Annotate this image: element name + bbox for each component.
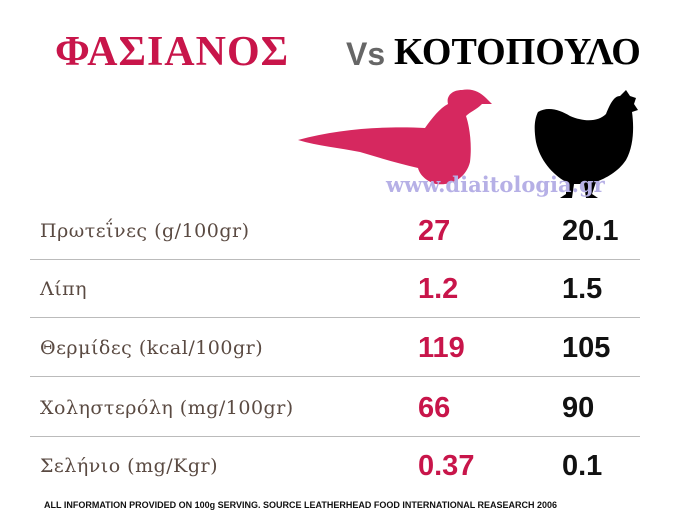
row-separator <box>30 259 640 260</box>
row-label: Θερμίδες (kcal/100gr) <box>40 337 264 359</box>
pheasant-icon <box>298 89 492 185</box>
pheasant-value: 0.37 <box>418 450 475 482</box>
chicken-value: 105 <box>562 332 611 364</box>
pheasant-value: 27 <box>418 215 451 247</box>
versus: Vs <box>346 36 386 72</box>
footer-note: ALL INFORMATION PROVIDED ON 100g SERVING… <box>44 500 558 510</box>
title-pheasant: ΦΑΣΙΑΝΟΣ <box>55 29 290 75</box>
row-label: Χοληστερόλη (mg/100gr) <box>40 397 294 419</box>
chicken-icon <box>534 90 638 198</box>
row-label: Σελήνιο (mg/Kgr) <box>40 455 219 477</box>
chicken-value: 20.1 <box>562 215 619 247</box>
chicken-value: 90 <box>562 392 595 424</box>
row-separator <box>30 436 640 437</box>
title-chicken: ΚΟΤΟΠΟΥΛΟ <box>394 31 641 73</box>
bird-icons <box>298 89 638 198</box>
watermark: www.diaitologia.gr <box>386 172 605 197</box>
chicken-value: 0.1 <box>562 450 603 482</box>
pheasant-value: 119 <box>418 332 465 364</box>
row-separator <box>30 376 640 377</box>
row-separator <box>30 317 640 318</box>
row-label: Λίπη <box>40 278 88 300</box>
pheasant-value: 1.2 <box>418 273 459 305</box>
chicken-value: 1.5 <box>562 273 603 305</box>
pheasant-value: 66 <box>418 392 451 424</box>
row-label: Πρωτεΐνες (g/100gr) <box>40 220 250 242</box>
